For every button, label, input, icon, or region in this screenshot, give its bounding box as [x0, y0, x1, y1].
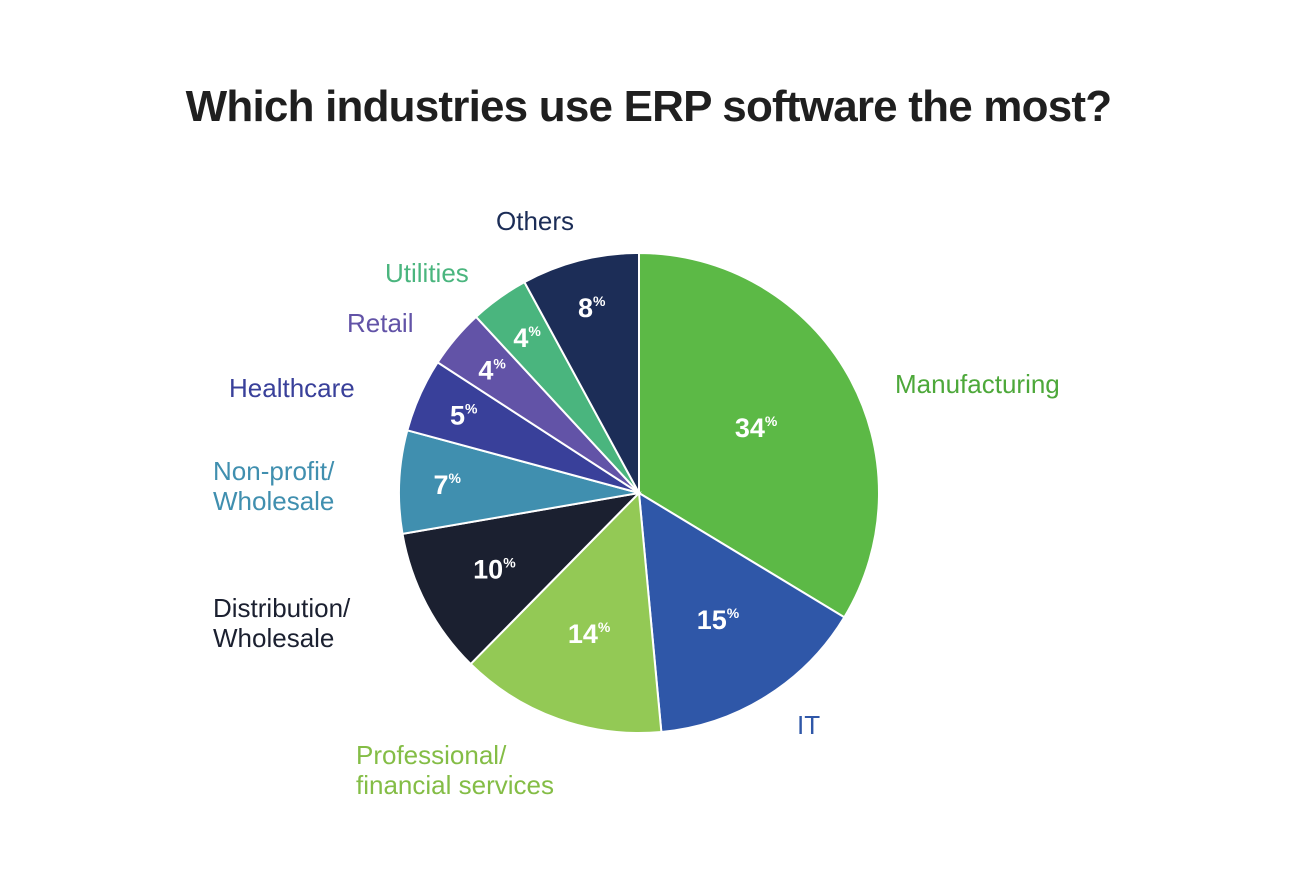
pie-category-label-utilities: Utilities [385, 258, 469, 288]
pie-slice-non-profit-wholesale [398, 429, 640, 536]
pie-slices [398, 251, 880, 734]
pie-category-labels: Manufacturing IT Professional/financial se… [213, 206, 1060, 800]
chart-title: Which industries use ERP software the mo… [185, 82, 1112, 131]
pie-value-label-non-profit-wholesale: 7% [433, 470, 461, 500]
pie-category-label-others: Others [496, 206, 574, 236]
pie-value-label-it: 15% [697, 605, 740, 635]
pie-category-label-non-profit-wholesale: Non-profit/Wholesale [213, 456, 335, 516]
pie-value-label-manufacturing: 34% [735, 413, 778, 443]
pie-value-label-professional-financial-services: 14% [568, 619, 611, 649]
pie-category-label-professional-financial-services: Professional/financial services [356, 740, 554, 800]
pie-value-label-healthcare: 5% [450, 401, 478, 431]
pie-slice-professional-financial-services [469, 490, 663, 734]
pie-category-label-distribution-wholesale: Distribution/Wholesale [213, 593, 351, 653]
pie-slice-manufacturing [638, 251, 880, 619]
pie-value-label-utilities: 4% [513, 323, 541, 353]
pie-category-label-manufacturing: Manufacturing [895, 369, 1060, 399]
pie-category-label-retail: Retail [347, 308, 413, 338]
pie-value-label-distribution-wholesale: 10% [473, 555, 516, 585]
pie-category-label-it: IT [797, 710, 820, 740]
pie-value-label-retail: 4% [478, 355, 506, 385]
pie-value-label-others: 8% [578, 293, 606, 323]
pie-category-label-healthcare: Healthcare [229, 373, 355, 403]
pie-slice-it [637, 491, 846, 734]
pie-slice-others [523, 251, 640, 494]
pie-slice-distribution-wholesale [401, 491, 642, 666]
pie-value-labels: 34%15%14%10%7%5%4%4%8% [433, 293, 777, 649]
